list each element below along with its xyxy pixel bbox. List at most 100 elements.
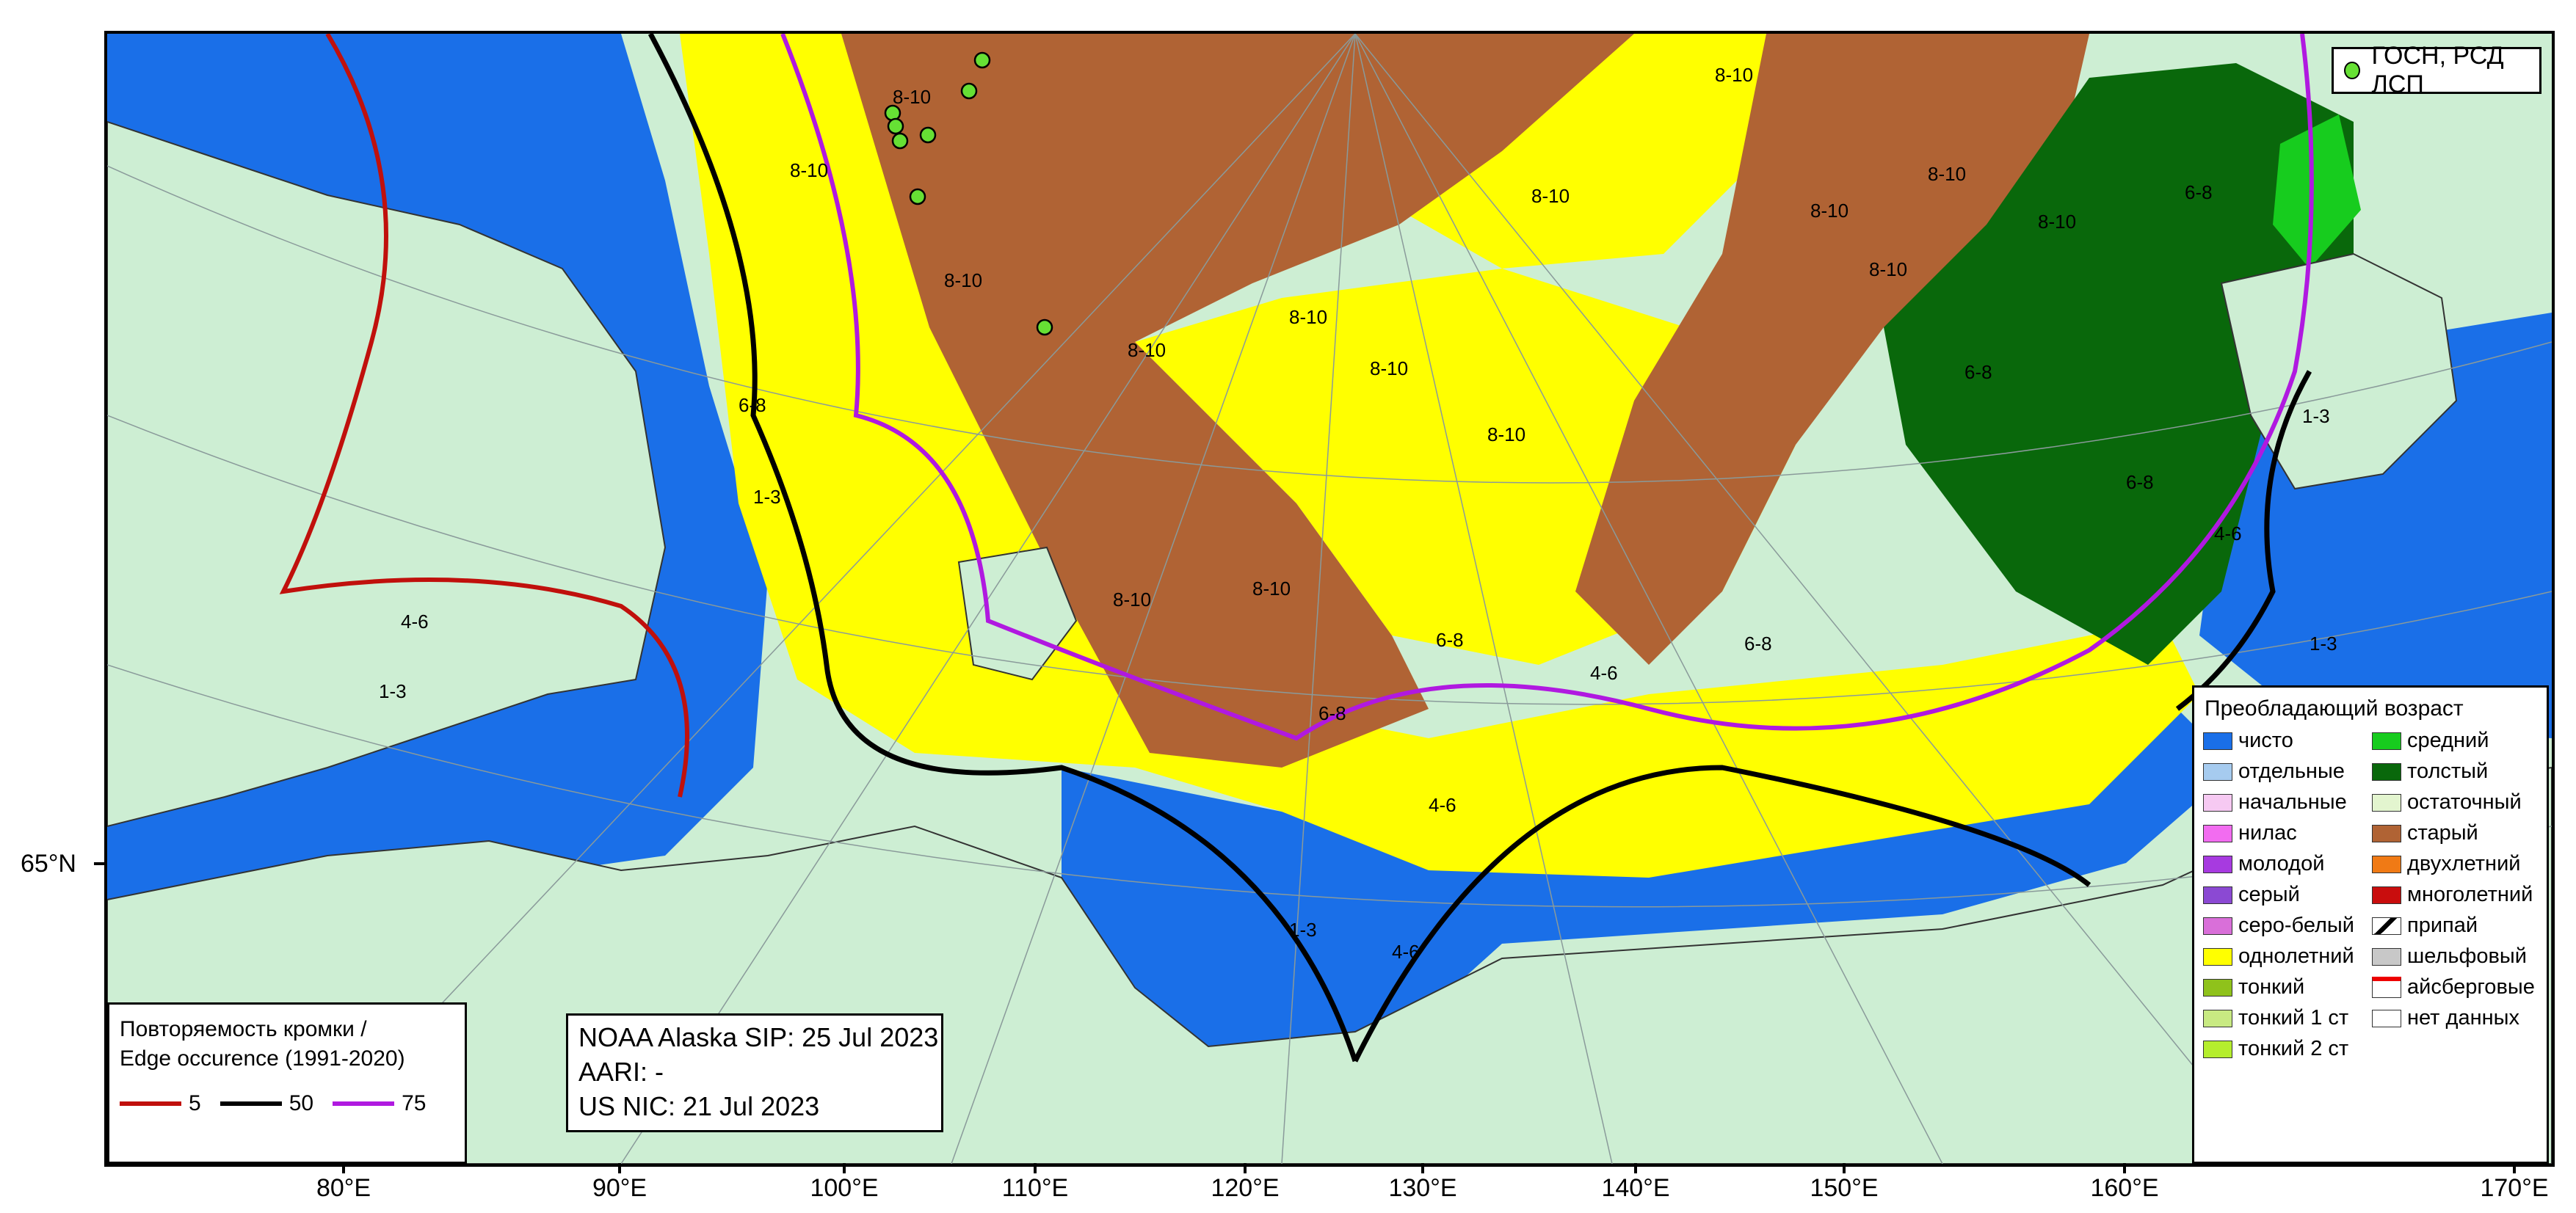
land-taimyr [107,120,667,828]
age-legend-item: тонкий 2 ст [2203,1037,2372,1061]
age-legend-item: шельфовый [2372,944,2541,969]
age-swatch-icon [2203,1009,2232,1027]
x-tick [1843,1163,1846,1173]
station-marker[interactable] [960,82,978,100]
age-legend-label: однолетний [2238,944,2354,968]
age-swatch-icon [2203,886,2232,904]
x-tick-label: 170°E [2480,1174,2549,1202]
age-legend-item: серо-белый [2203,914,2372,938]
age-legend-label: двухлетний [2407,852,2521,875]
land-new-siberian-islands [957,546,1078,681]
age-swatch-icon [2203,947,2232,966]
age-legend-item: толстый [2372,760,2541,784]
age-swatch-icon [2372,732,2401,750]
age-legend-item: начальные [2203,790,2372,815]
age-legend-label: серый [2238,883,2300,906]
conc-label: 8-10 [1810,200,1848,222]
age-legend-item: многолетний [2372,883,2541,907]
age-swatch-icon [2372,824,2401,842]
age-legend-item: чисто [2203,729,2372,753]
conc-label: 1-3 [2302,405,2330,427]
edge-line-75 [780,34,2314,741]
x-tick-label: 130°E [1388,1174,1457,1202]
age-swatch-icon [2203,978,2232,997]
x-tick-label: 80°E [316,1174,371,1202]
age-swatch-icon [2372,886,2401,904]
age-legend-label: айсберговые [2407,975,2535,999]
station-marker[interactable] [887,117,904,135]
age-legend-item: двухлетний [2372,852,2541,876]
x-tick-label: 90°E [592,1174,647,1202]
age-swatch-icon [2203,762,2232,781]
station-marker[interactable] [891,132,909,150]
conc-label: 8-10 [1487,423,1525,445]
age-legend-item: однолетний [2203,944,2372,969]
edge-line-black-icon [219,1101,282,1106]
conc-label: 8-10 [1370,357,1408,379]
age-legend-item: старый [2372,821,2541,845]
age-legend-label: чисто [2238,729,2293,752]
age-legend-label: нет данных [2407,1006,2519,1030]
conc-label: 6-8 [739,394,766,416]
x-tick-label: 160°E [2090,1174,2159,1202]
age-swatch-icon [2372,855,2401,873]
station-marker[interactable] [1036,318,1053,336]
age-legend-label: нилас [2238,821,2297,845]
edge-line-50 [647,34,2312,1063]
age-swatch-icon [2372,947,2401,966]
x-tick [1244,1163,1247,1173]
x-tick-label: 120°E [1211,1174,1280,1202]
age-legend-item: остаточный [2372,790,2541,815]
age-legend-label: отдельные [2238,760,2345,783]
old-ice-east [1575,34,2089,665]
station-marker[interactable] [919,126,937,144]
age-legend-label: шельфовый [2407,944,2527,968]
station-dot-icon [2344,62,2360,79]
age-legend-grid: чисто средний отдельные толстый начальные ост… [2194,726,2547,1064]
edge-legend-title: Повторяемость кромки / Edge occurence (1… [109,1005,465,1074]
x-tick [1634,1163,1637,1173]
ice-map: 8-10 8-10 8-10 8-10 8-10 8-10 8-10 8-10 … [107,34,2552,1164]
edge-legend-item-75: 75 [333,1091,426,1116]
age-legend-item: молодой [2203,852,2372,876]
x-tick [618,1163,621,1173]
source-noaa: NOAA Alaska SIP: 25 Jul 2023 [578,1022,939,1052]
conc-label: 1-3 [753,486,781,508]
conc-label: 1-3 [2310,633,2337,655]
conc-label: 8-10 [1869,258,1907,280]
station-marker[interactable] [909,188,926,205]
age-legend-item: припай [2372,914,2541,938]
station-marker[interactable] [973,51,991,69]
edge-legend: Повторяемость кромки / Edge occurence (1… [107,1002,467,1164]
conc-label: 6-8 [1436,629,1464,651]
age-swatch-icon [2203,824,2232,842]
x-tick-label: 100°E [810,1174,879,1202]
medium-ice-zone [2273,114,2361,269]
age-swatch-icon [2372,762,2401,781]
age-swatch-icon [2203,917,2232,935]
age-legend-label: остаточный [2407,790,2522,814]
conc-label: 4-6 [2214,522,2242,544]
edge-legend-label: 5 [189,1091,201,1115]
age-legend-item: айсберговые [2372,975,2541,999]
age-legend-title: Преобладающий возраст [2205,696,2464,721]
age-swatch-icon [2203,732,2232,750]
x-tick [1421,1163,1424,1173]
first-year-ice-north [1399,34,1766,269]
edge-line-purple-icon [333,1101,395,1106]
conc-label: 6-8 [1318,702,1346,724]
age-swatch-icon [2372,917,2401,935]
graticule [107,34,2552,1164]
conc-label: 4-6 [1590,662,1618,684]
conc-label: 1-3 [1289,919,1317,941]
edge-legend-title-line1: Повторяемость кромки / [120,1017,367,1041]
age-swatch-icon [2203,793,2232,812]
conc-label: 8-10 [1252,578,1291,600]
sources-box: NOAA Alaska SIP: 25 Jul 2023 AARI: - US … [566,1013,943,1132]
age-legend-label: тонкий 1 ст [2238,1006,2349,1030]
conc-label: 8-10 [1113,589,1151,611]
age-legend-label: припай [2407,914,2478,937]
station-marker[interactable] [884,104,901,122]
conc-label: 1-3 [379,680,407,702]
edge-legend-items: 5 50 75 [109,1074,465,1116]
